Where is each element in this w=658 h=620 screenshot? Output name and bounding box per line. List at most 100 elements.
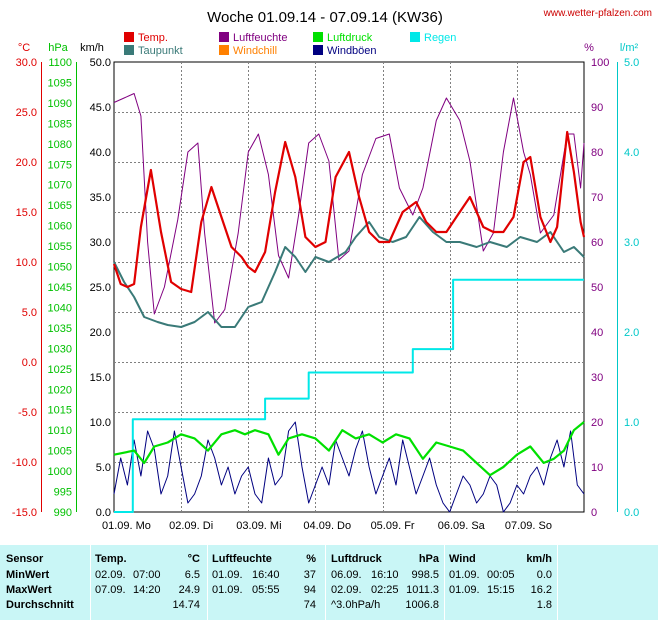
series-line-windben — [113, 421, 585, 513]
stats-cell-t-val: 14.74 — [172, 599, 200, 611]
wind-tick-label: 25.0 — [90, 282, 111, 294]
stats-row: Durchschnitt 14.74 74 ^3.0hPa/h 1006.8 1.8 — [0, 598, 658, 613]
humidity-tick-label: 20 — [591, 417, 603, 429]
stats-cell-h-val: 74 — [303, 599, 316, 611]
legend-label: Windböen — [327, 45, 377, 57]
pressure-tick-label: 1000 — [48, 466, 72, 478]
header-pressure: Luftdruck — [331, 553, 382, 565]
header-wind-unit: km/h — [526, 553, 552, 565]
stats-cell-h-val: 94 — [303, 584, 316, 596]
pressure-tick-label: 1075 — [48, 159, 72, 171]
wind-tick-label: 35.0 — [90, 192, 111, 204]
legend-label: Luftfeuchte — [233, 32, 287, 44]
rain-tick-label: 4.0 — [624, 147, 639, 159]
humidity-axis-unit: % — [584, 42, 594, 54]
temp-axis-unit: °C — [18, 42, 30, 54]
weather-chart: Woche 01.09.14 - 07.09.14 (KW36) www.wett… — [12, 8, 652, 532]
pressure-tick-label: 995 — [54, 487, 72, 499]
temp-tick-label: 20.0 — [16, 157, 37, 169]
x-tick-label: 01.09. Mo — [102, 520, 151, 532]
humidity-tick-label: 30 — [591, 372, 603, 384]
temp-tick-label: 25.0 — [16, 107, 37, 119]
pressure-tick-label: 1100 — [48, 57, 72, 69]
stats-cell-h-val: 37 — [303, 569, 316, 581]
temp-tick-label: 0.0 — [22, 357, 37, 369]
pressure-tick-label: 1095 — [48, 77, 72, 89]
stats-cell-p-date: ^3.0hPa/h — [331, 599, 381, 611]
stats-cell-p-time: 16:10 — [371, 569, 399, 581]
stats-cell-h-date: 01.09. — [212, 584, 243, 596]
legend-swatch — [313, 32, 323, 42]
stats-cell-t-time: 07:00 — [133, 569, 161, 581]
pressure-tick-label: 1060 — [48, 221, 72, 233]
header-pressure-unit: hPa — [418, 553, 439, 565]
x-tick-label: 03.09. Mi — [236, 520, 281, 532]
stats-cell-w-time: 15:15 — [487, 584, 515, 596]
stats-cell-label: Durchschnitt — [6, 599, 74, 611]
series-line-regen — [114, 278, 584, 513]
rain-tick-label: 5.0 — [624, 57, 639, 69]
temp-tick-label: 15.0 — [16, 207, 37, 219]
wind-tick-label: 40.0 — [90, 147, 111, 159]
legend-label: Temp. — [138, 32, 168, 44]
stats-cell-p-time: 02:25 — [371, 584, 399, 596]
header-sensor: Sensor — [6, 553, 44, 565]
temp-tick-label: -15.0 — [12, 507, 37, 519]
pressure-axis-unit: hPa — [48, 42, 68, 54]
wind-tick-label: 30.0 — [90, 237, 111, 249]
wind-tick-label: 50.0 — [90, 57, 111, 69]
pressure-tick-label: 1005 — [48, 446, 72, 458]
series-line-luftfeuchte — [113, 93, 585, 324]
site-url: www.wetter-pfalzen.com — [543, 8, 652, 19]
legend-label: Regen — [424, 32, 456, 44]
humidity-tick-label: 10 — [591, 462, 603, 474]
stats-cell-w-date: 01.09. — [449, 569, 480, 581]
stats-cell-p-val: 1011.3 — [406, 584, 439, 596]
x-tick-label: 06.09. Sa — [438, 520, 486, 532]
legend-swatch — [313, 45, 323, 55]
stats-cell-h-date: 01.09. — [212, 569, 243, 581]
rain-axis-unit: l/m² — [620, 42, 639, 54]
stats-cell-label: MaxWert — [6, 584, 52, 596]
wind-tick-label: 20.0 — [90, 327, 111, 339]
legend-label: Windchill — [233, 45, 277, 57]
humidity-tick-label: 50 — [591, 282, 603, 294]
stats-cell-t-val: 24.9 — [178, 584, 200, 596]
rain-tick-label: 0.0 — [624, 507, 639, 519]
pressure-tick-label: 1010 — [48, 425, 72, 437]
stats-cell-t-val: 6.5 — [184, 569, 200, 581]
stats-cell-p-val: 998.5 — [411, 569, 439, 581]
humidity-tick-label: 70 — [591, 192, 603, 204]
stats-header-row: Sensor Temp. °C Luftfeuchte% Luftdruck hPa Win… — [0, 552, 658, 567]
x-tick-label: 04.09. Do — [303, 520, 351, 532]
humidity-tick-label: 90 — [591, 102, 603, 114]
header-wind: Wind — [449, 553, 476, 565]
x-tick-label: 07.09. So — [505, 520, 552, 532]
header-temp-unit: °C — [187, 553, 200, 565]
humidity-tick-label: 0 — [591, 507, 597, 519]
pressure-tick-label: 1065 — [48, 200, 72, 212]
series-line-luftdruck — [113, 421, 585, 477]
stats-cell-h-time: 05:55 — [252, 584, 280, 596]
temp-tick-label: -10.0 — [12, 457, 37, 469]
pressure-tick-label: 1035 — [48, 323, 72, 335]
stats-cell-p-val: 1006.8 — [405, 599, 439, 611]
legend-swatch — [410, 32, 420, 42]
series-line-temp — [112, 130, 586, 294]
stats-cell-w-val: 16.2 — [530, 584, 552, 596]
legend-swatch — [219, 45, 229, 55]
pressure-tick-label: 1050 — [48, 262, 72, 274]
header-humidity-unit: % — [306, 553, 316, 565]
rain-tick-label: 1.0 — [624, 417, 639, 429]
header-temp: Temp. — [95, 553, 127, 565]
stats-row: MinWert 02.09. 07:00 6.5 01.09. 16:40 37 06.09.… — [0, 568, 658, 583]
legend-label: Taupunkt — [138, 45, 183, 57]
stats-cell-w-val: 1.8 — [536, 599, 552, 611]
stats-cell-h-time: 16:40 — [252, 569, 280, 581]
pressure-tick-label: 1085 — [48, 118, 72, 130]
wind-axis-unit: km/h — [80, 42, 104, 54]
stats-cell-t-time: 14:20 — [133, 584, 161, 596]
rain-tick-label: 3.0 — [624, 237, 639, 249]
legend-swatch — [124, 45, 134, 55]
header-humidity: Luftfeuchte — [212, 553, 272, 565]
